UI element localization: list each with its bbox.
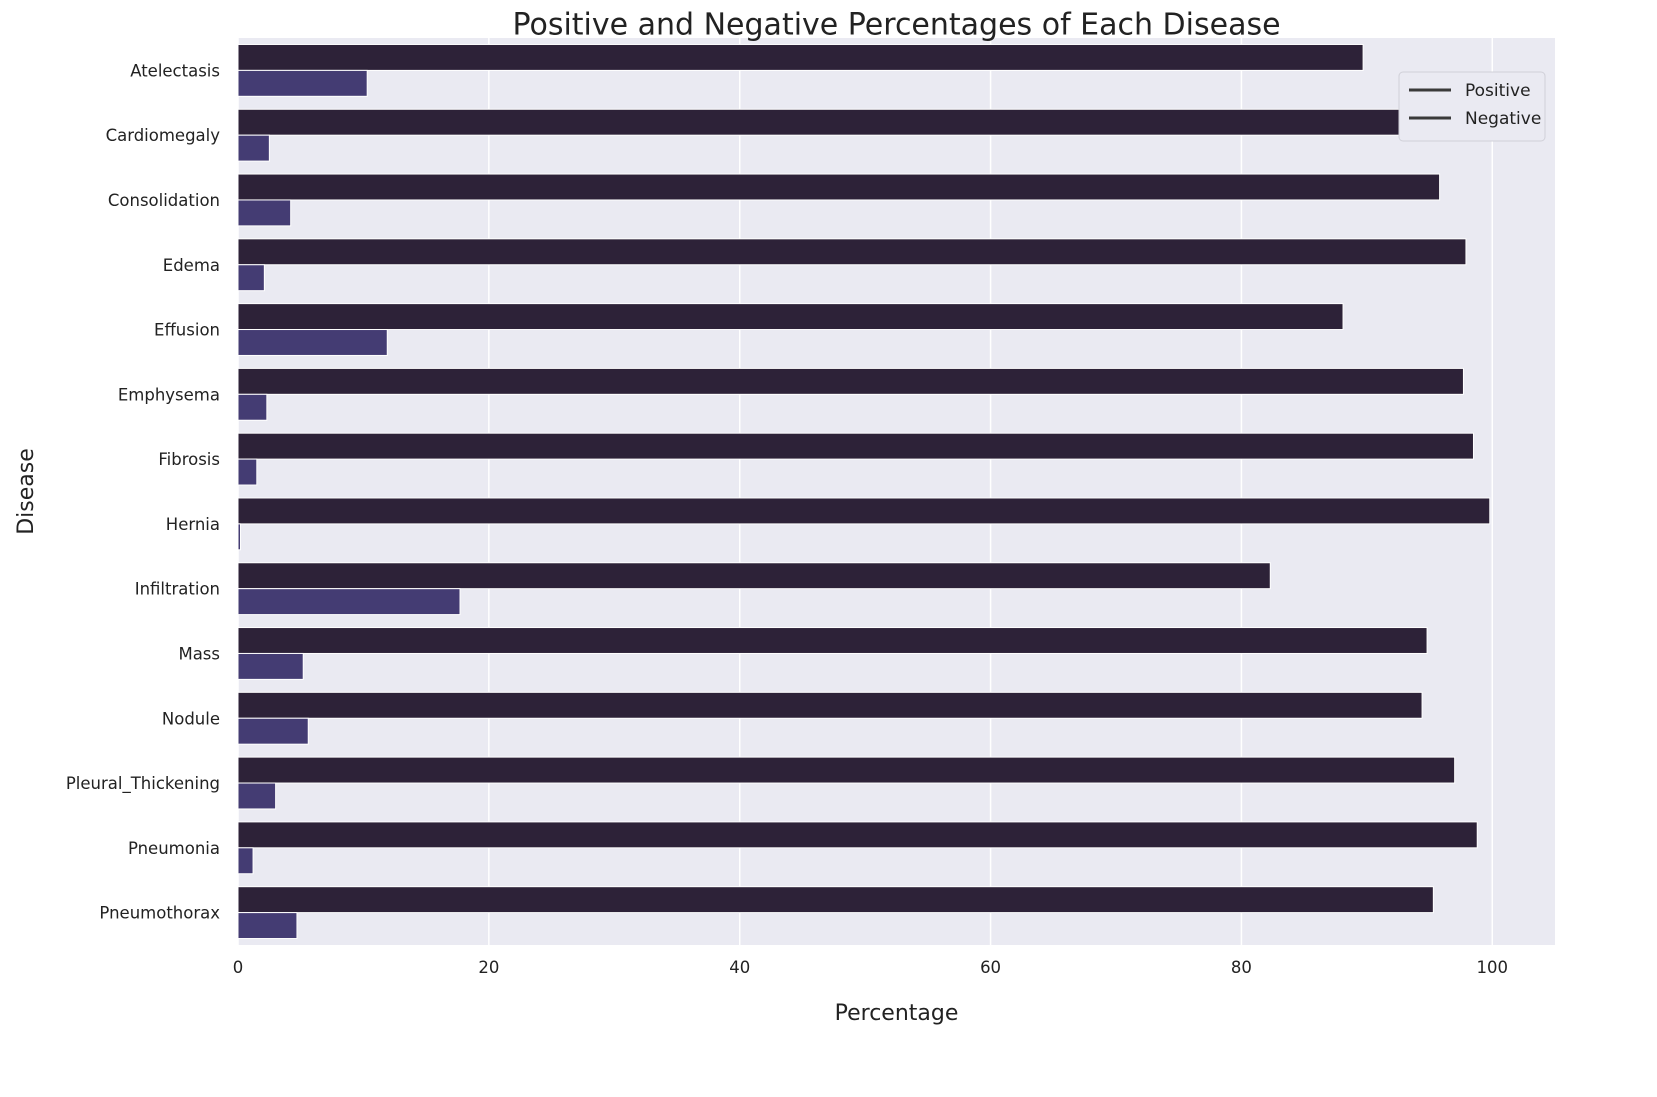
legend-label-positive: Positive <box>1465 81 1531 101</box>
y-tick-label: Edema <box>163 256 220 275</box>
bars <box>237 43 1491 940</box>
legend: Positive Negative <box>1398 71 1546 142</box>
x-tick-label: 80 <box>1231 958 1252 977</box>
bar-negative <box>237 199 292 227</box>
y-tick-label: Atelectasis <box>130 61 220 80</box>
bar-positive <box>237 303 1344 331</box>
bar-positive <box>237 691 1423 719</box>
x-axis-label: Percentage <box>835 1001 959 1026</box>
y-tick-label: Pneumothorax <box>99 904 220 923</box>
y-tick-label: Pleural_Thickening <box>66 774 220 794</box>
y-tick-labels: Atelectasis Cardiomegaly Consolidation Edem… <box>66 61 220 922</box>
bar-negative <box>237 717 309 745</box>
y-tick-label: Fibrosis <box>158 450 220 469</box>
y-axis-label: Disease <box>14 448 39 535</box>
bar-negative <box>237 329 388 356</box>
bar-negative <box>237 782 277 810</box>
x-tick-label: 20 <box>478 958 499 977</box>
x-tick-label: 100 <box>1477 958 1509 977</box>
bar-negative <box>237 847 254 875</box>
bar-negative <box>237 912 298 940</box>
bar-negative <box>237 588 461 616</box>
bar-negative <box>237 393 268 421</box>
bar-positive <box>237 173 1441 201</box>
bar-positive <box>237 108 1462 136</box>
bar-positive <box>237 238 1467 266</box>
bar-negative <box>237 523 242 551</box>
bar-negative <box>237 134 270 162</box>
y-tick-label: Infiltration <box>135 580 220 599</box>
legend-label-negative: Negative <box>1465 109 1541 129</box>
y-tick-label: Pneumonia <box>128 839 220 858</box>
x-tick-label: 0 <box>233 958 244 977</box>
bar-negative <box>237 652 304 680</box>
y-tick-label: Emphysema <box>118 385 220 404</box>
bar-positive <box>237 627 1428 654</box>
chart-title: Positive and Negative Percentages of Eac… <box>512 8 1280 43</box>
bar-positive <box>237 821 1478 849</box>
bar-positive <box>237 432 1474 460</box>
bar-positive <box>237 43 1364 71</box>
bar-positive <box>237 886 1434 914</box>
y-tick-label: Hernia <box>166 515 220 534</box>
bar-positive <box>237 367 1464 395</box>
y-tick-label: Consolidation <box>108 191 220 210</box>
x-tick-labels: 0 20 40 60 80 100 <box>233 958 1508 977</box>
y-tick-label: Nodule <box>162 709 220 728</box>
y-tick-label: Mass <box>178 644 220 663</box>
y-tick-label: Effusion <box>154 321 220 340</box>
y-tick-label: Cardiomegaly <box>106 126 221 145</box>
x-tick-label: 60 <box>980 958 1001 977</box>
bar-negative <box>237 69 368 97</box>
bar-positive <box>237 756 1456 784</box>
bar-positive <box>237 497 1491 525</box>
bar-negative <box>237 458 258 486</box>
x-tick-label: 40 <box>729 958 750 977</box>
bar-negative <box>237 264 265 292</box>
bar-positive <box>237 562 1271 590</box>
